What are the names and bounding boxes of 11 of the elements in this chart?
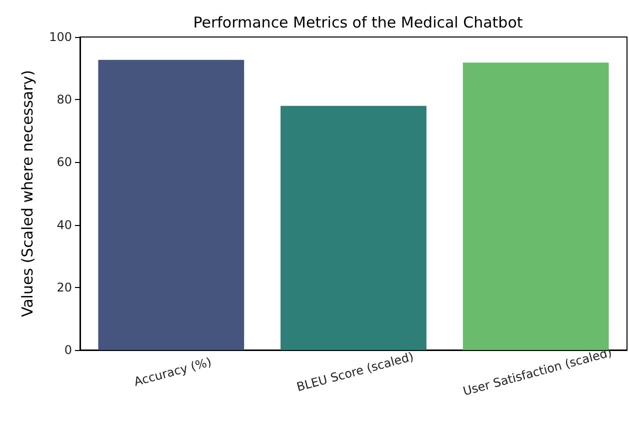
y-tick-label: 20	[56, 280, 72, 294]
bar	[462, 62, 609, 350]
bar	[280, 106, 426, 350]
y-tick-label: 40	[56, 218, 72, 232]
bar	[98, 60, 244, 350]
y-axis-title: Values (Scaled where necessary)	[18, 70, 36, 318]
chart-title: Performance Metrics of the Medical Chatbot	[193, 14, 523, 32]
y-tick-label: 100	[49, 30, 72, 44]
y-tick-label: 0	[64, 343, 72, 357]
y-tick-label: 60	[56, 155, 72, 170]
y-tick-label: 80	[56, 92, 72, 107]
